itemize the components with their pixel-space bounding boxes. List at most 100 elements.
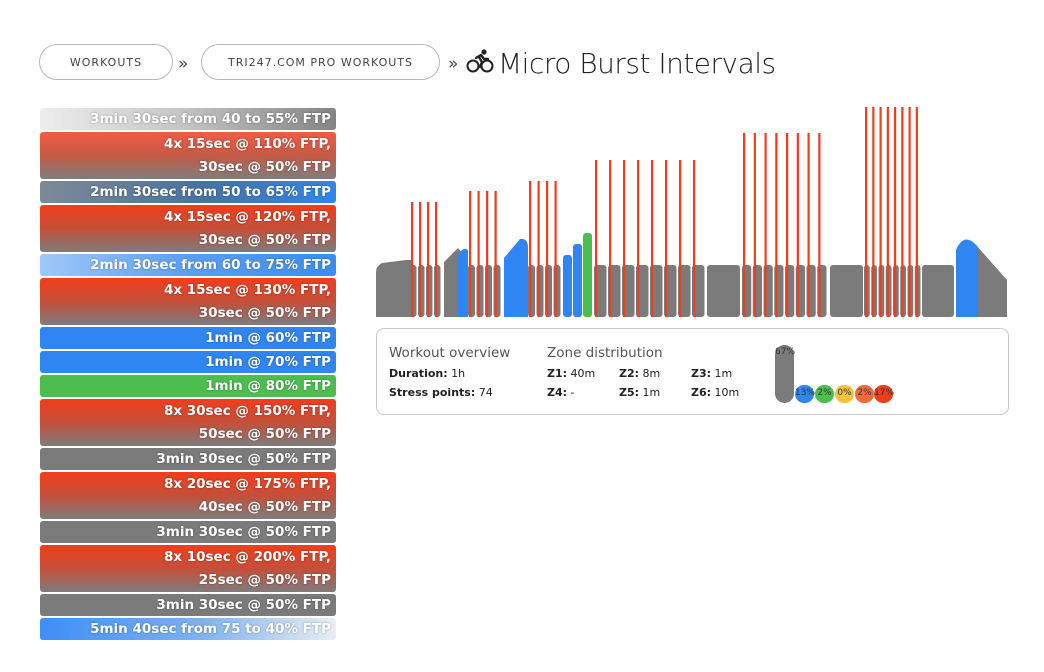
zone-pill: 2%: [815, 385, 834, 403]
chart-bar: [410, 265, 417, 317]
duration-row: Duration: 1h: [389, 367, 465, 380]
workout-step-text: 30sec @ 50% FTP: [198, 232, 331, 248]
chart-bar: [623, 160, 626, 317]
chart-bar: [651, 160, 654, 317]
chart-bar: [956, 239, 978, 317]
workout-step: 3min 30sec @ 50% FTP: [40, 521, 336, 543]
breadcrumb-label: WORKOUTS: [69, 55, 143, 69]
chart-bar: [818, 133, 821, 317]
workout-step-text: 25sec @ 50% FTP: [198, 572, 331, 588]
workout-step-text: 2min 30sec from 60 to 75% FTP: [90, 257, 331, 273]
chart-bar: [427, 202, 430, 317]
zone-pill: 67%: [775, 345, 796, 403]
page-title-wrap: Micro Burst Intervals: [466, 43, 776, 83]
chart-bar: [786, 133, 789, 317]
chart-bar: [807, 133, 810, 317]
zone-pill-label: 67%: [775, 347, 796, 357]
zone-pill-label: 0%: [837, 388, 852, 398]
workout-step: 1min @ 80% FTP: [40, 375, 336, 397]
workout-step: 8x 10sec @ 200% FTP, 25sec @ 50% FTP: [40, 545, 336, 592]
chart-bar: [796, 133, 799, 317]
duration-label: Duration:: [389, 367, 448, 380]
cyclist-icon: [466, 48, 494, 78]
chart-bar: [609, 160, 612, 317]
zone-label: Z4:: [547, 386, 568, 399]
workout-step: 1min @ 60% FTP: [40, 327, 336, 349]
zone-item: Z5: 1m: [619, 386, 660, 399]
chart-bar: [563, 255, 572, 317]
chart-bar: [595, 160, 598, 317]
zone-label: Z6:: [691, 386, 712, 399]
workout-step: 5min 40sec from 75 to 40% FTP: [40, 618, 336, 640]
workout-step: 8x 30sec @ 150% FTP, 50sec @ 50% FTP: [40, 399, 336, 446]
zone-pill-label: 2%: [817, 388, 832, 398]
workout-step-text: 1min @ 80% FTP: [205, 378, 331, 394]
stress-label: Stress points:: [389, 386, 476, 399]
zone-value: 1m: [642, 386, 661, 399]
workout-step: 8x 20sec @ 175% FTP, 40sec @ 50% FTP: [40, 472, 336, 519]
zone-value: -: [570, 386, 575, 399]
zone-label: Z1:: [547, 367, 568, 380]
workout-steps-list: 3min 30sec from 40 to 55% FTP 4x 15sec @ …: [40, 108, 336, 642]
stress-row: Stress points: 74: [389, 386, 493, 399]
chart-bar: [922, 265, 954, 317]
chart-bar: [504, 238, 528, 317]
workout-step-text: 30sec @ 50% FTP: [198, 159, 331, 175]
workout-step-text: 30sec @ 50% FTP: [198, 305, 331, 321]
chart-bar: [915, 107, 918, 317]
workout-step: 3min 30sec @ 50% FTP: [40, 448, 336, 470]
breadcrumb-workouts[interactable]: WORKOUTS: [39, 44, 173, 80]
chart-bar: [554, 181, 557, 317]
chart-bar: [679, 160, 682, 317]
workout-step: 4x 15sec @ 120% FTP, 30sec @ 50% FTP: [40, 205, 336, 252]
chart-bar: [879, 107, 882, 317]
workout-step-text: 1min @ 70% FTP: [205, 354, 331, 370]
breadcrumb-label: TRI247.COM PRO WORKOUTS: [227, 55, 414, 69]
workout-step-text: 4x 15sec @ 120% FTP,: [163, 209, 331, 225]
workout-step-text: 2min 30sec from 50 to 65% FTP: [90, 184, 331, 200]
chart-bar: [775, 133, 778, 317]
page-title: Micro Burst Intervals: [498, 46, 776, 80]
workout-step-text: 3min 30sec @ 50% FTP: [156, 524, 331, 540]
workout-step: 3min 30sec from 40 to 55% FTP: [40, 108, 336, 130]
zone-pill: 2%: [855, 385, 874, 403]
zone-item: Z2: 8m: [619, 367, 660, 380]
zone-pill: 17%: [874, 385, 894, 403]
chart-bar: [376, 260, 412, 317]
zone-pill-label: 13%: [795, 388, 816, 398]
chart-bar: [537, 181, 540, 317]
chart-bar: [901, 107, 904, 317]
workout-step: 4x 15sec @ 110% FTP, 30sec @ 50% FTP: [40, 132, 336, 179]
chart-bar: [707, 265, 740, 317]
breadcrumb-separator: »: [178, 54, 189, 74]
breadcrumb-pro-workouts[interactable]: TRI247.COM PRO WORKOUTS: [201, 44, 440, 80]
zone-pill: 0%: [835, 385, 854, 403]
zone-pill: 13%: [795, 385, 816, 403]
chart-bar: [894, 107, 897, 317]
workout-step-text: 8x 20sec @ 175% FTP,: [163, 476, 331, 492]
workout-step-text: 4x 15sec @ 130% FTP,: [163, 282, 331, 298]
workout-step-text: 3min 30sec @ 50% FTP: [156, 451, 331, 467]
workout-step-text: 8x 30sec @ 150% FTP,: [163, 403, 331, 419]
workout-step: 2min 30sec from 60 to 75% FTP: [40, 254, 336, 276]
workout-step-text: 5min 40sec from 75 to 40% FTP: [90, 621, 331, 637]
chart-bar: [494, 191, 497, 317]
chart-bar: [426, 265, 433, 317]
zone-value: 8m: [642, 367, 661, 380]
chart-bar: [434, 265, 441, 317]
zone-label: Z2:: [619, 367, 640, 380]
chart-bar: [411, 202, 414, 317]
chart-bar: [872, 107, 875, 317]
chart-bar: [418, 265, 425, 317]
chart-bar: [469, 191, 472, 317]
workout-step-text: 4x 15sec @ 110% FTP,: [163, 136, 331, 152]
chart-bar: [486, 191, 489, 317]
workout-step-text: 8x 10sec @ 200% FTP,: [163, 549, 331, 565]
zone-item: Z3: 1m: [691, 367, 732, 380]
zone-item: Z6: 10m: [691, 386, 739, 399]
workout-step: 1min @ 70% FTP: [40, 351, 336, 373]
chart-bar: [865, 107, 868, 317]
breadcrumb-separator: »: [448, 54, 459, 74]
zone-label: Z3:: [691, 367, 712, 380]
zone-value: 10m: [714, 386, 740, 399]
